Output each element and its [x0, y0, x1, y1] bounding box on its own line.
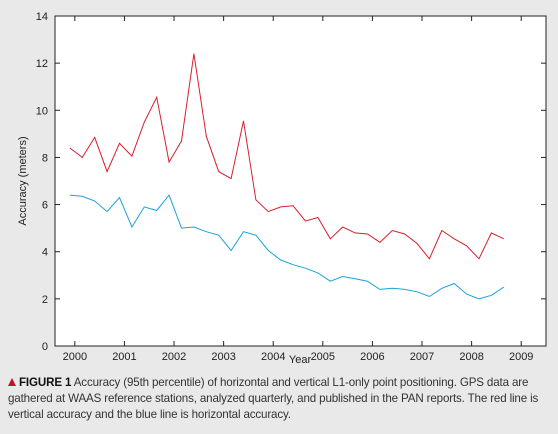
figure-caption: FIGURE 1 Accuracy (95th percentile) of h… [8, 375, 556, 423]
x-tick-label: 2001 [112, 351, 136, 363]
x-tick-label: 2003 [211, 351, 235, 363]
y-tick-label: 8 [42, 152, 48, 164]
y-tick-label: 6 [42, 200, 48, 212]
x-axis-ticks: 2000 2001 2002 2003 2004 2005 2006 2007 2008 2009 [63, 16, 533, 363]
x-tick-label: 2004 [261, 351, 285, 363]
y-axis-label: Accuracy (meters) [17, 136, 29, 225]
y-tick-label: 12 [36, 58, 48, 70]
x-tick-label: 2005 [311, 351, 335, 363]
y-tick-label: 10 [36, 105, 48, 117]
y-axis-ticks: 0 2 4 6 8 10 12 14 [36, 11, 546, 353]
plot-area [54, 15, 547, 347]
accuracy-line-chart: 0 2 4 6 8 10 12 14 2000 2001 2002 2003 2004 2005 2006… [17, 11, 547, 366]
series-lines [69, 53, 505, 300]
x-tick-label: 2009 [509, 351, 533, 363]
horizontal-accuracy-line [69, 194, 505, 300]
x-tick-label: 2000 [63, 351, 87, 363]
x-tick-label: 2006 [360, 351, 384, 363]
vertical-accuracy-line [69, 53, 505, 260]
figure-caption-text: Accuracy (95th percentile) of horizontal… [8, 376, 539, 421]
y-tick-label: 0 [42, 341, 48, 353]
red-triangle-icon [8, 378, 16, 386]
y-tick-label: 14 [36, 11, 48, 23]
x-tick-label: 2002 [162, 351, 186, 363]
y-tick-label: 2 [42, 294, 48, 306]
x-tick-label: 2007 [410, 351, 434, 363]
figure-caption-lead: FIGURE 1 [19, 376, 72, 389]
x-tick-label: 2008 [459, 351, 483, 363]
x-axis-label: Year [289, 354, 312, 366]
y-tick-label: 4 [42, 247, 48, 259]
